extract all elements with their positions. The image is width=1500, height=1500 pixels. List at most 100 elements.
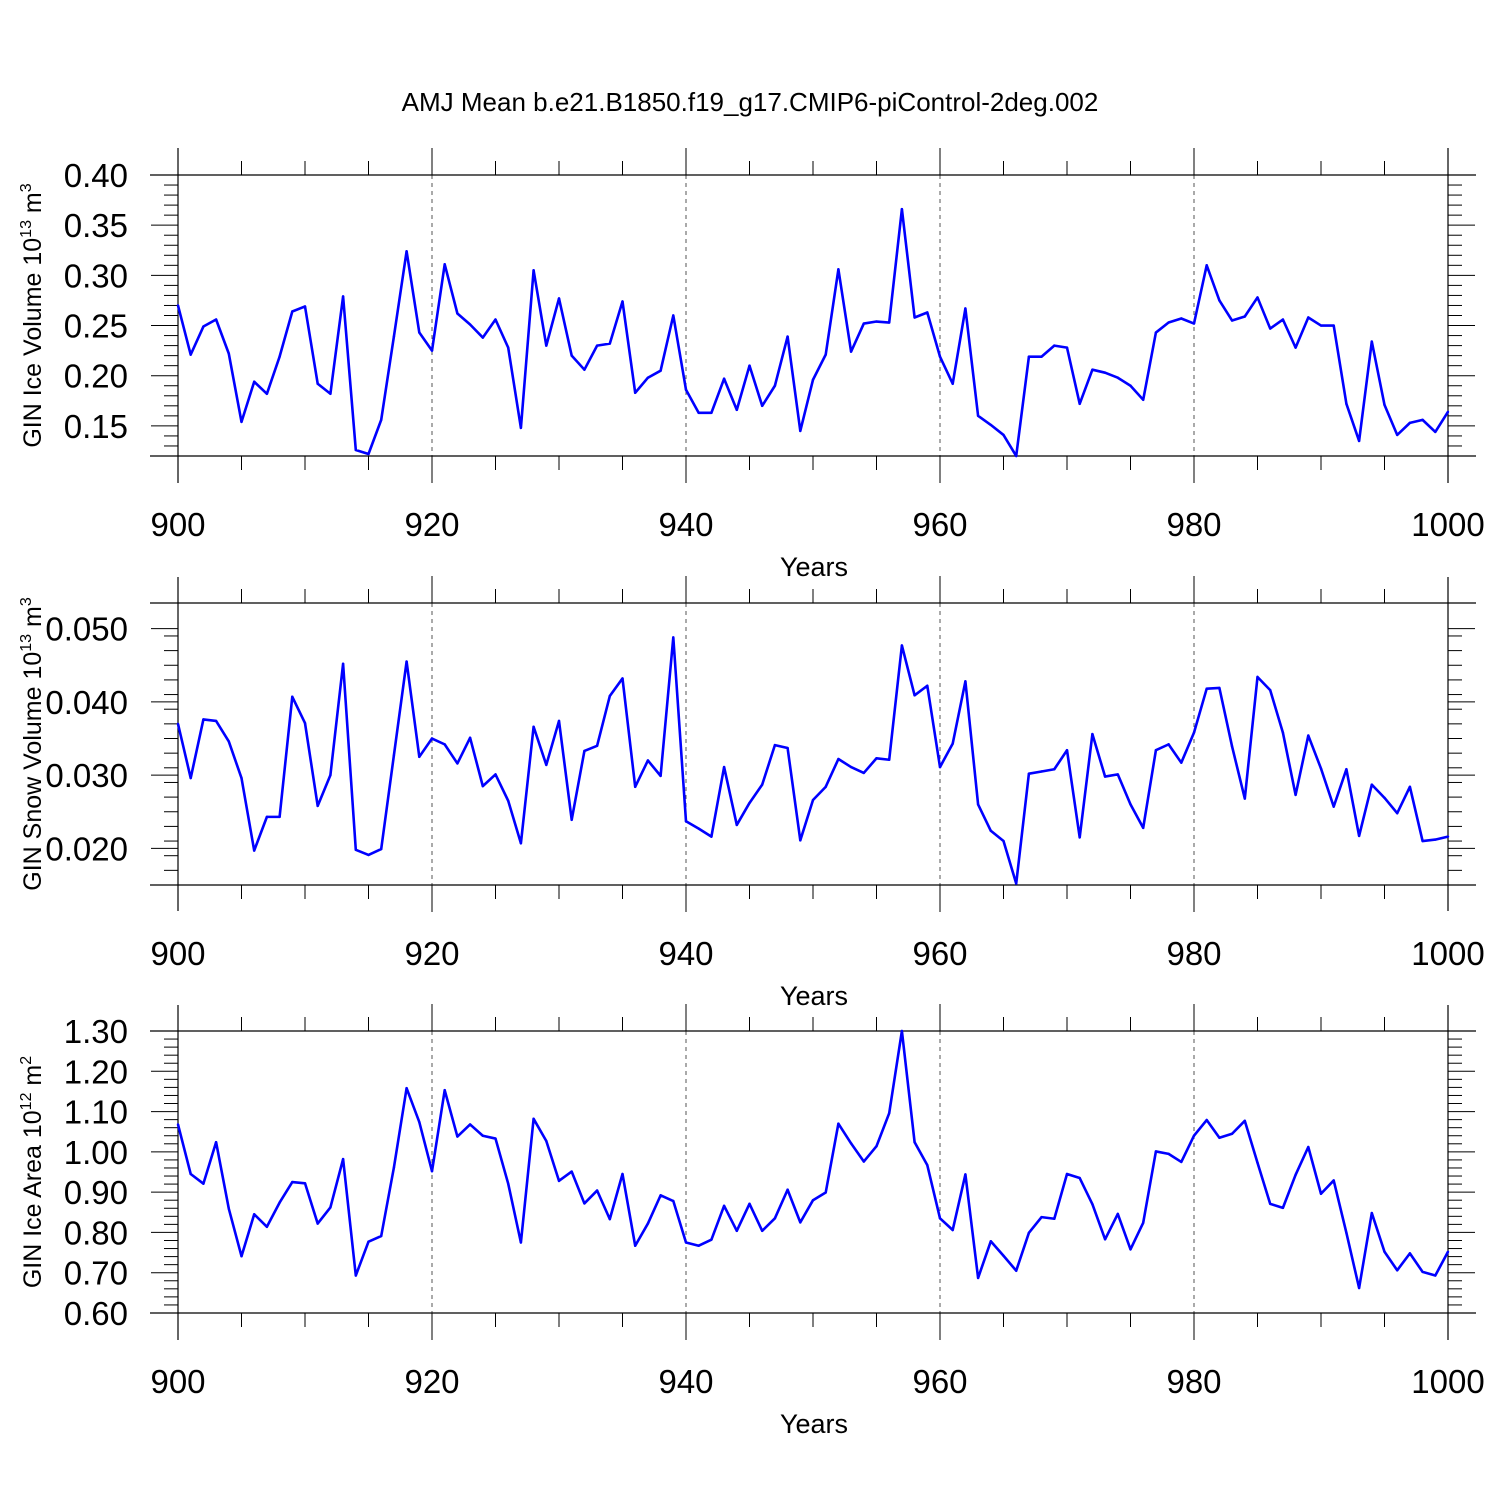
data-point [976, 1276, 980, 1280]
data-point [583, 368, 586, 371]
data-point [1218, 299, 1221, 302]
data-point [1408, 785, 1412, 789]
y-axis-label: GIN Ice Area 1012 m2 [18, 1056, 47, 1288]
data-point [697, 1244, 700, 1247]
data-point [672, 1199, 675, 1203]
chart-title: AMJ Mean b.e21.B1850.f19_g17.CMIP6-piCon… [402, 87, 1099, 117]
data-point [849, 1142, 853, 1145]
data-point [1192, 731, 1196, 734]
data-point [659, 1194, 662, 1197]
data-point [608, 1217, 611, 1221]
data-point [1142, 826, 1145, 830]
data-point [875, 320, 878, 323]
data-point [202, 718, 205, 721]
data-point [773, 1217, 777, 1220]
data-point [1396, 812, 1399, 815]
data-point [900, 1029, 904, 1033]
data-point [1053, 1217, 1056, 1220]
data-point [430, 1169, 434, 1173]
data-point [824, 785, 827, 789]
data-point [951, 1228, 954, 1232]
data-point [240, 776, 243, 780]
data-point [507, 1182, 510, 1185]
data-point [1027, 355, 1031, 358]
data-point [1129, 384, 1132, 387]
data-point [1053, 768, 1056, 771]
data-point [1357, 439, 1361, 443]
data-point [1408, 421, 1412, 425]
data-point [443, 743, 446, 746]
y-tick-label: 0.90 [64, 1174, 128, 1211]
data-point [1091, 1203, 1094, 1206]
data-point [1218, 1136, 1221, 1139]
data-point [1116, 773, 1120, 776]
data-point [1053, 344, 1056, 347]
data-point [303, 305, 307, 308]
x-tick-label: 940 [658, 1363, 713, 1400]
data-point [786, 335, 789, 338]
data-point [634, 785, 637, 789]
y-tick-label: 0.25 [64, 308, 128, 345]
y-tick-label: 0.030 [45, 757, 128, 794]
data-point [748, 364, 751, 367]
data-point [1103, 775, 1107, 778]
data-point [265, 1225, 269, 1228]
data-point [735, 1229, 738, 1233]
data-point [722, 765, 726, 769]
data-point [418, 755, 421, 759]
data-point [888, 758, 891, 761]
data-point [380, 1234, 383, 1238]
data-point [1192, 1134, 1196, 1137]
data-point [1357, 834, 1361, 838]
data-point [735, 823, 738, 827]
data-point [1103, 1238, 1107, 1241]
data-point [481, 784, 484, 788]
data-point [189, 776, 192, 780]
data-point [1103, 371, 1107, 374]
panel-2: 0.020 0.030 0.040 0.050 900 920 940 960 980 1000 Y… [18, 576, 1485, 1011]
data-point [519, 842, 523, 845]
data-point [557, 1179, 561, 1183]
data-point [1332, 805, 1335, 808]
data-point [634, 1244, 637, 1247]
panels: 0.15 0.20 0.25 0.30 0.35 0.40 900 920 940 960 980 1… [18, 148, 1485, 1439]
data-point [341, 1157, 345, 1161]
data-point [1065, 749, 1069, 752]
data-point [1002, 1254, 1005, 1257]
data-point [862, 1160, 865, 1163]
data-point [824, 353, 827, 356]
data-point [456, 312, 459, 315]
data-point [964, 307, 967, 310]
data-point [1142, 1221, 1145, 1224]
data-point [1015, 454, 1018, 458]
data-point [557, 297, 561, 300]
y-tick-label: 0.20 [64, 358, 128, 395]
data-point [253, 849, 256, 852]
data-point [316, 382, 319, 385]
data-point [761, 1229, 764, 1233]
data-point [1294, 793, 1297, 797]
data-point [583, 749, 586, 753]
data-point [659, 369, 662, 372]
data-point [1230, 1132, 1234, 1135]
data-point [227, 740, 230, 743]
data-point [608, 694, 611, 698]
x-tick-label: 1000 [1411, 935, 1484, 972]
data-point [329, 1206, 332, 1209]
data-point [1396, 1269, 1399, 1272]
data-point [1319, 324, 1323, 327]
data-point [938, 355, 942, 358]
data-point [430, 349, 434, 352]
data-point [1256, 675, 1259, 679]
data-point [329, 392, 332, 395]
data-point [684, 388, 688, 391]
data-point [1205, 1118, 1208, 1122]
data-point [786, 1188, 789, 1191]
data-point [291, 1180, 294, 1184]
data-point [1256, 1161, 1259, 1164]
data-point [329, 773, 332, 777]
data-point [646, 1222, 650, 1225]
data-point [380, 847, 383, 851]
data-point [227, 352, 230, 355]
data-point [837, 1122, 840, 1125]
